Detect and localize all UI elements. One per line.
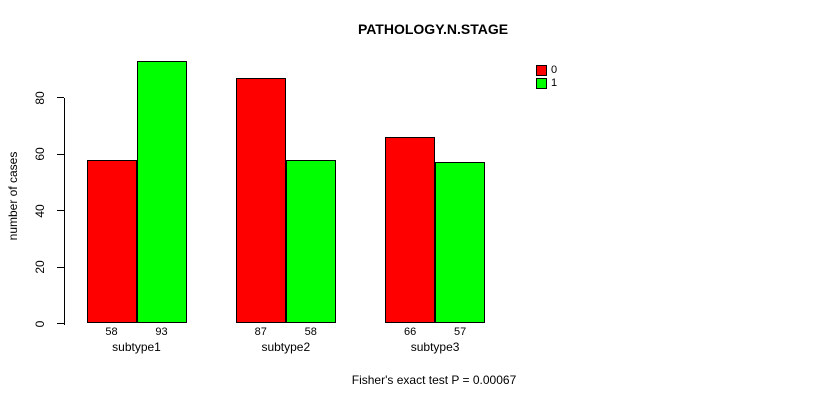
fisher-test-annotation: Fisher's exact test P = 0.00067 <box>351 373 517 387</box>
y-axis-tick-label: 20 <box>33 260 47 274</box>
bar-value-label: 58 <box>105 326 118 338</box>
bar-value-label: 58 <box>304 326 317 338</box>
legend-swatch-0 <box>536 65 547 76</box>
legend-swatch-1 <box>536 78 547 89</box>
bar-value-label: 57 <box>453 326 467 338</box>
bar-subtype3-series-1 <box>435 162 486 324</box>
bar-subtype2-series-0 <box>235 77 286 324</box>
y-axis-tick-label: 60 <box>33 147 47 161</box>
y-axis-tick-label: 80 <box>33 90 47 105</box>
chart-title: PATHOLOGY.N.STAGE <box>357 21 509 37</box>
y-axis-label: number of cases <box>6 151 20 241</box>
y-axis-tick <box>57 97 64 98</box>
y-axis-tick <box>57 153 64 155</box>
category-label-subtype1: subtype1 <box>112 340 161 354</box>
legend-label-1: 1 <box>551 77 558 89</box>
bar-subtype1-series-1 <box>136 60 187 324</box>
bar-subtype1-series-0 <box>86 159 137 324</box>
bar-value-label: 87 <box>254 326 267 338</box>
bar-value-label: 66 <box>403 326 417 338</box>
bar-subtype3-series-0 <box>385 137 436 324</box>
category-label-subtype2: subtype2 <box>261 340 311 354</box>
legend-label-0: 0 <box>551 64 558 76</box>
bar-value-label: 93 <box>155 326 168 338</box>
bar-subtype2-series-1 <box>285 159 336 324</box>
y-axis-tick <box>57 210 64 211</box>
y-axis-tick <box>57 266 64 268</box>
category-label-subtype3: subtype3 <box>410 340 460 354</box>
y-axis-line <box>64 97 65 325</box>
y-axis-tick-label: 0 <box>33 320 47 327</box>
y-axis-tick <box>57 323 64 324</box>
y-axis-tick-label: 40 <box>33 203 47 218</box>
